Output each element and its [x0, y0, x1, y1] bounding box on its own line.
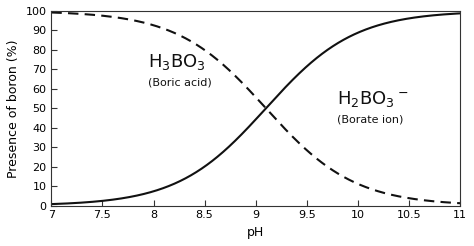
- Text: (Borate ion): (Borate ion): [337, 115, 404, 125]
- Y-axis label: Presence of boron (%): Presence of boron (%): [7, 39, 20, 178]
- X-axis label: pH: pH: [247, 226, 264, 239]
- Text: H$_2$BO$_3$$^-$: H$_2$BO$_3$$^-$: [337, 89, 409, 108]
- Text: H$_3$BO$_3$: H$_3$BO$_3$: [148, 52, 206, 72]
- Text: (Boric acid): (Boric acid): [148, 78, 212, 88]
